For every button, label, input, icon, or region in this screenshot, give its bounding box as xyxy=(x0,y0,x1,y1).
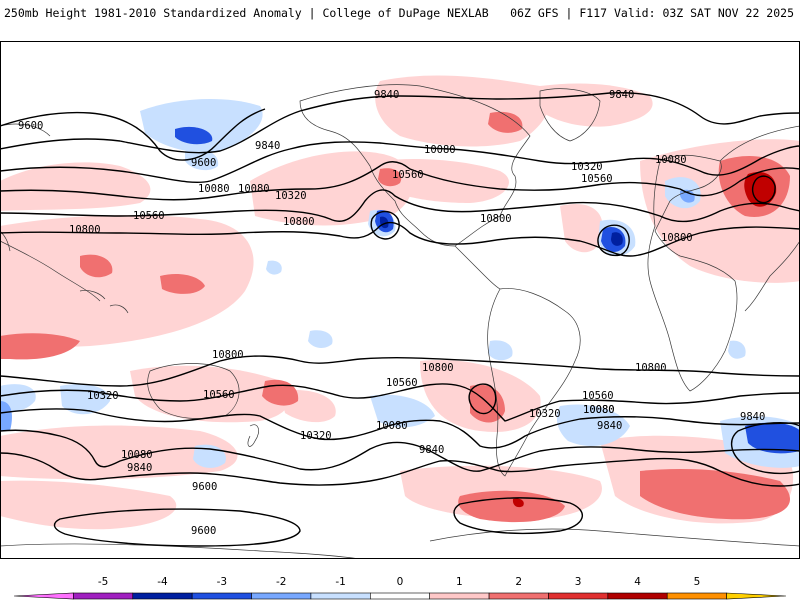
colorbar-tick-label: 0 xyxy=(397,576,404,588)
contour-label: 10800 xyxy=(422,362,454,374)
colorbar-tick-label: 4 xyxy=(634,576,641,588)
contour-cutoff-europe xyxy=(751,175,776,204)
colorbar-tick-label: 3 xyxy=(575,576,582,588)
contour-label: 10800 xyxy=(661,232,693,244)
contour-10800-sh xyxy=(0,355,800,387)
contour-label: 9600 xyxy=(191,157,216,169)
contour-10560-nh xyxy=(0,189,800,223)
contour-label: 10080 xyxy=(376,420,408,432)
contour-label: 9600 xyxy=(191,525,216,537)
run-valid-time: 06Z GFS | F117 Valid: 03Z SAT NOV 22 202… xyxy=(510,6,794,20)
contour-label: 9840 xyxy=(127,462,152,474)
contour-label: 10080 xyxy=(238,183,270,195)
colorbar-segment xyxy=(429,592,490,600)
colorbar-tick-label: -3 xyxy=(217,576,227,588)
contour-9600-sh-west xyxy=(53,508,301,547)
contour-label: 10080 xyxy=(583,404,615,416)
contour-label: 10320 xyxy=(87,390,119,402)
colorbar-tick-label: -4 xyxy=(157,576,168,588)
height-contours xyxy=(0,92,800,547)
colorbar-tick-label: -1 xyxy=(335,576,345,588)
colorbar-segment xyxy=(251,592,312,600)
colorbar-tick-label: 5 xyxy=(694,576,701,588)
contour-label: 10080 xyxy=(655,154,687,166)
contour-label: 10560 xyxy=(392,169,424,181)
contour-10320-sh xyxy=(0,408,800,449)
colorbar-segment xyxy=(726,592,787,600)
contour-label: 10080 xyxy=(583,404,615,416)
contour-10320-nh xyxy=(0,161,800,201)
contour-labels: 9840 9840 9600 9840 10080 9600 10080 103… xyxy=(18,89,765,537)
contour-label: 10320 xyxy=(300,430,332,442)
colorbar-segment xyxy=(191,592,252,600)
contour-label: 9600 xyxy=(192,481,217,493)
colorbar-segment xyxy=(548,592,609,600)
contour-label: 10560 xyxy=(582,390,614,402)
contour-label: 10560 xyxy=(203,389,235,401)
contour-10080-sh xyxy=(0,429,800,472)
contour-label: 9840 xyxy=(419,444,444,456)
colorbar: -5 -4 -3 -2 -1 0 1 2 3 4 5 xyxy=(13,576,787,600)
colorbar-segments xyxy=(13,592,787,600)
contour-9840-sh xyxy=(0,452,800,487)
contour-label: 9840 xyxy=(255,140,280,152)
colorbar-segment xyxy=(666,592,727,600)
contour-9840-se-low xyxy=(731,422,800,475)
map-title: 250mb Height 1981-2010 Standardized Anom… xyxy=(4,6,489,20)
contour-10560-sh xyxy=(0,383,800,422)
contour-label: 10320 xyxy=(275,190,307,202)
colorbar-segment xyxy=(607,592,668,600)
colorbar-tick-label: 1 xyxy=(456,576,463,588)
contour-label: 10320 xyxy=(529,408,561,420)
contour-label: 9840 xyxy=(609,89,634,101)
contour-label: 9840 xyxy=(740,411,765,423)
contour-label: 9840 xyxy=(374,89,399,101)
contour-label: 9600 xyxy=(18,120,43,132)
colorbar-segment xyxy=(73,592,134,600)
contour-label: 10560 xyxy=(386,377,418,389)
contour-label: 10080 xyxy=(121,449,153,461)
contour-9600-sh-east xyxy=(453,497,583,535)
anomaly-shading xyxy=(0,75,800,530)
contour-label: 10800 xyxy=(69,224,101,236)
contour-label: 10560 xyxy=(133,210,165,222)
colorbar-segment xyxy=(488,592,549,600)
colorbar-ticks: -5 -4 -3 -2 -1 0 1 2 3 4 5 xyxy=(98,576,700,588)
contour-label: 10800 xyxy=(212,349,244,361)
coastlines xyxy=(0,84,800,559)
colorbar-segment xyxy=(13,592,74,600)
colorbar-segment xyxy=(310,592,371,600)
colorbar-segment xyxy=(370,592,430,600)
contour-cutoff-atlantic xyxy=(597,224,630,257)
contour-10080-nh xyxy=(0,141,800,184)
contour-label: 10800 xyxy=(635,362,667,374)
contour-label: 10320 xyxy=(571,161,603,173)
colorbar-segment xyxy=(132,592,193,600)
contour-label: 10080 xyxy=(198,183,230,195)
contour-cutoff-south-america xyxy=(468,383,497,415)
colorbar-tick-label: 2 xyxy=(515,576,522,588)
colorbar-tick-label: -5 xyxy=(98,576,108,588)
contour-10800-nh xyxy=(0,221,800,257)
contour-label: 10800 xyxy=(283,216,315,228)
contour-label: 9840 xyxy=(597,420,622,432)
contour-label: 10800 xyxy=(480,213,512,225)
contour-label: 10080 xyxy=(424,144,456,156)
anomaly-map: 9840 9840 9600 9840 10080 9600 10080 103… xyxy=(0,41,800,559)
contour-9840-nh xyxy=(0,92,800,154)
colorbar-tick-label: -2 xyxy=(276,576,286,588)
contour-label: 10560 xyxy=(581,173,613,185)
contour-cutoff-pacific xyxy=(370,210,400,240)
